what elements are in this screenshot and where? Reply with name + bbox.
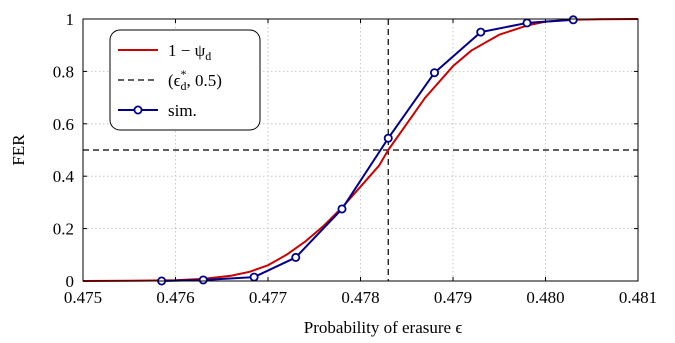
sim-data-point [476, 27, 486, 37]
sim-data-point [291, 252, 301, 262]
sim-data-point [383, 133, 393, 143]
sim-data-point [429, 68, 439, 78]
legend-box [109, 29, 261, 131]
legend-label-threshold: (ϵ* d, 0.5) [168, 67, 222, 93]
x-tick-label: 0.476 [156, 288, 194, 307]
y-tick-label: 0 [66, 272, 75, 291]
x-tick-label: 0.477 [249, 288, 288, 307]
x-tick-label: 0.479 [434, 288, 472, 307]
legend-label-sim: sim. [168, 101, 197, 120]
tick-layer: 0.475 0.476 0.477 0.478 0.479 0.480 0.481 0 0.2 0… [53, 10, 657, 307]
y-tick-label: 0.6 [53, 115, 74, 134]
legend: 1 − ψd (ϵ* d, 0.5) sim. [109, 29, 261, 131]
y-tick-label: 0.2 [53, 220, 74, 239]
sim-data-point [568, 15, 578, 25]
sim-data-point [337, 204, 347, 214]
x-tick-label: 0.475 [64, 288, 102, 307]
x-tick-label: 0.480 [526, 288, 564, 307]
x-axis-label: Probability of erasure ϵ [304, 318, 463, 337]
sim-data-point [249, 272, 259, 282]
sim-data-point [198, 275, 208, 285]
y-axis-label: FER [9, 134, 28, 166]
sim-data-point [522, 18, 532, 28]
series-layer [82, 15, 639, 286]
y-tick-label: 1 [66, 10, 75, 29]
y-tick-label: 0.8 [53, 62, 74, 81]
x-tick-label: 0.481 [619, 288, 657, 307]
x-tick-label: 0.478 [341, 288, 379, 307]
legend-marker-sim [133, 105, 143, 115]
series-line-sim [161, 18, 574, 282]
y-tick-label: 0.4 [53, 167, 75, 186]
legend-label-model: 1 − ψd [168, 41, 211, 63]
